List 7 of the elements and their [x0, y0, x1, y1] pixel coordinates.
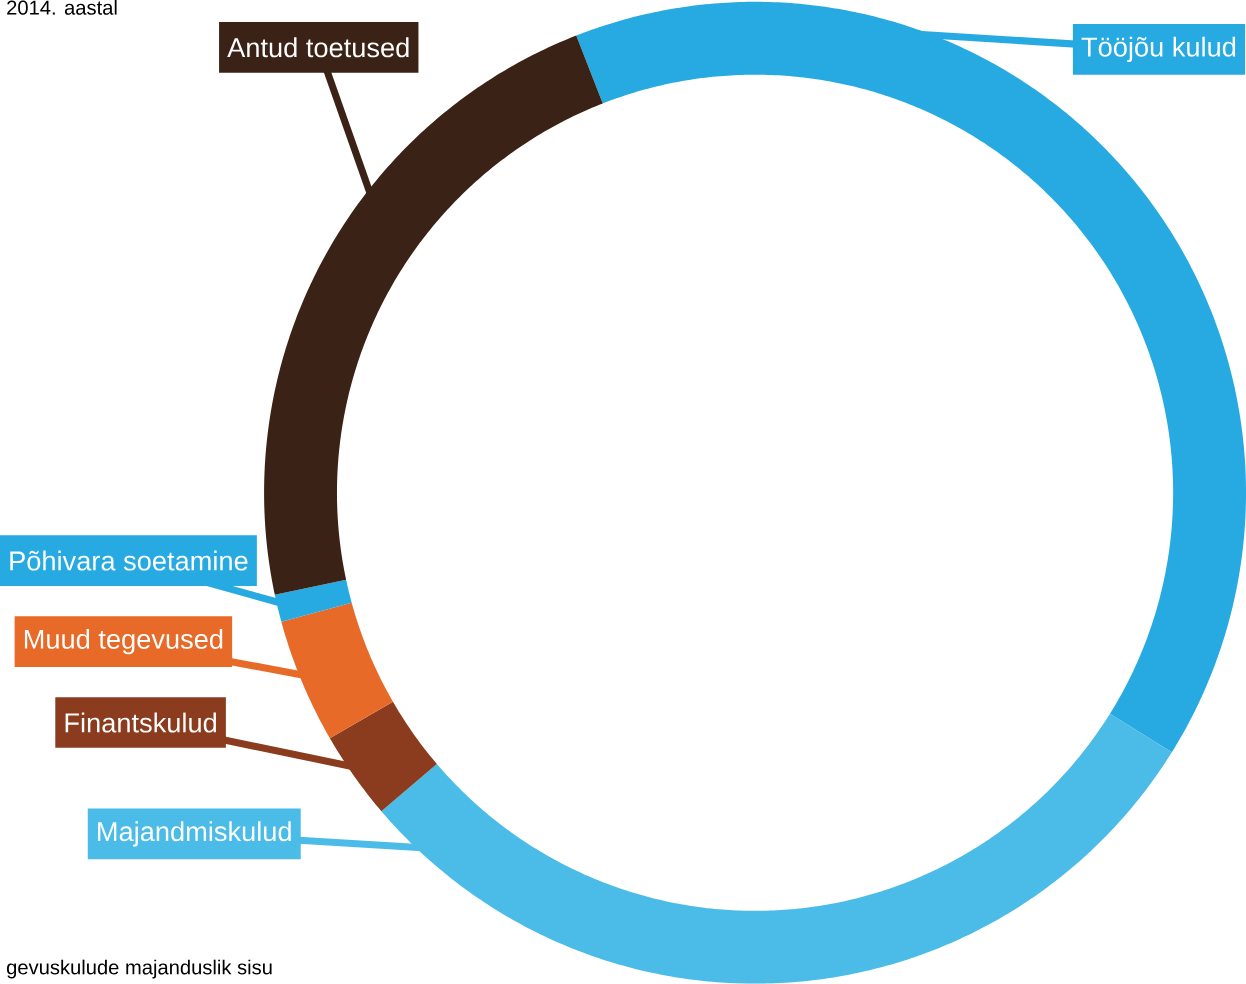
slice-label: Finantskulud: [65, 712, 217, 733]
text: 2014. aastal: [7, 0, 117, 15]
slice-label: Majandmiskulud: [98, 821, 291, 847]
text: gevuskulude majanduslik sisu: [7, 959, 272, 979]
slice-label: Põhivara soetamine: [10, 550, 248, 571]
slice-label: Antud toetused: [227, 37, 409, 58]
slice-label: Tööjõu kulud: [1081, 36, 1236, 63]
